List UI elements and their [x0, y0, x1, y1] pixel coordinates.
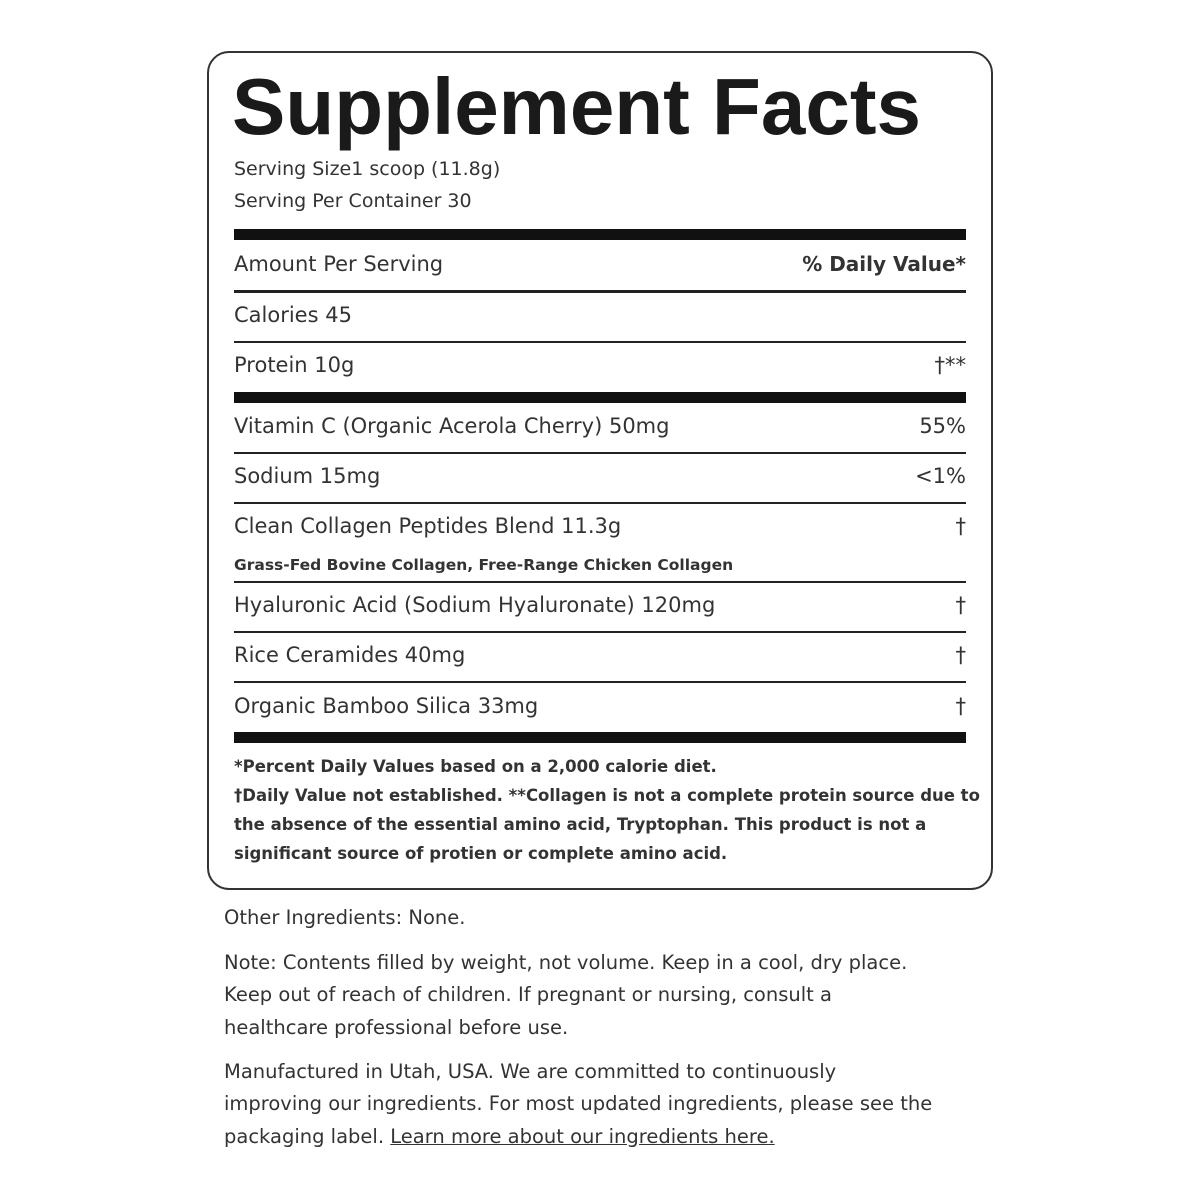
nutrient-name: Sodium 15mg: [234, 464, 381, 488]
note-line: Note: Contents filled by weight, not vol…: [224, 951, 908, 974]
supplement-facts-panel: Supplement Facts Serving Size1 scoop (11…: [207, 51, 993, 890]
nutrient-name: Calories 45: [234, 303, 352, 327]
other-ingredients: Other Ingredients: None.: [224, 906, 466, 929]
note-line: Keep out of reach of children. If pregna…: [224, 983, 832, 1007]
nutrient-row: Hyaluronic Acid (Sodium Hyaluronate) 120…: [234, 593, 966, 617]
divider: [234, 290, 966, 293]
note-line: healthcare professional before use.: [224, 1015, 569, 1039]
daily-value-label: % Daily Value*: [802, 252, 966, 276]
nutrient-row: Vitamin C (Organic Acerola Cherry) 50mg …: [234, 414, 966, 438]
nutrient-name: Rice Ceramides 40mg: [234, 643, 466, 667]
amount-per-serving-label: Amount Per Serving: [234, 252, 444, 276]
nutrient-name: Protein 10g: [234, 353, 355, 377]
nutrient-name: Organic Bamboo Silica 33mg: [234, 694, 539, 718]
header-row: Amount Per Serving % Daily Value*: [234, 252, 966, 276]
serving-size: Serving Size1 scoop (11.8g): [234, 158, 501, 180]
divider-thick: [234, 732, 966, 743]
nutrient-dv: †: [955, 593, 967, 617]
divider: [234, 341, 966, 343]
nutrient-row: Rice Ceramides 40mg †: [234, 643, 966, 667]
ingredients-link[interactable]: Learn more about our ingredients here.: [390, 1124, 775, 1148]
nutrient-subtext: Grass-Fed Bovine Collagen, Free-Range Ch…: [234, 556, 734, 574]
note-text: packaging label.: [224, 1124, 391, 1148]
nutrient-dv: <1%: [915, 464, 966, 488]
nutrient-row: Clean Collagen Peptides Blend 11.3g †: [234, 514, 966, 538]
nutrient-row: Calories 45: [234, 303, 966, 327]
storage-note: Note: Contents filled by weight, not vol…: [224, 947, 907, 1044]
manufacturing-note: Manufactured in Utah, USA. We are commit…: [224, 1056, 932, 1153]
footnote: †Daily Value not established. **Collagen…: [234, 786, 980, 805]
nutrient-row: Sodium 15mg <1%: [234, 464, 966, 488]
nutrient-name: Clean Collagen Peptides Blend 11.3g: [234, 514, 622, 538]
note-line: Manufactured in Utah, USA. We are commit…: [224, 1060, 837, 1083]
divider: [234, 452, 966, 454]
note-line: improving our ingredients. For most upda…: [224, 1092, 933, 1116]
servings-per-container: Serving Per Container 30: [234, 190, 472, 212]
nutrient-dv: †: [955, 643, 967, 667]
nutrient-name: Vitamin C (Organic Acerola Cherry) 50mg: [234, 414, 670, 438]
footnote: significant source of protien or complet…: [234, 844, 728, 863]
nutrient-row: Organic Bamboo Silica 33mg †: [234, 694, 966, 718]
divider: [234, 502, 966, 504]
footnote: the absence of the essential amino acid,…: [234, 815, 927, 834]
panel-title: Supplement Facts: [232, 62, 922, 151]
nutrient-dv: †: [955, 694, 967, 718]
footnote: *Percent Daily Values based on a 2,000 c…: [234, 757, 717, 776]
divider: [234, 581, 966, 583]
nutrient-dv: †: [955, 514, 967, 538]
nutrient-dv: 55%: [919, 414, 966, 438]
nutrient-row: Protein 10g †**: [234, 353, 966, 377]
divider-thick: [234, 392, 966, 403]
nutrient-dv: †**: [934, 353, 967, 377]
nutrient-name: Hyaluronic Acid (Sodium Hyaluronate) 120…: [234, 593, 716, 617]
note-line: packaging label. Learn more about our in…: [224, 1121, 932, 1153]
divider: [234, 681, 966, 683]
divider-thick: [234, 229, 966, 240]
divider: [234, 631, 966, 633]
